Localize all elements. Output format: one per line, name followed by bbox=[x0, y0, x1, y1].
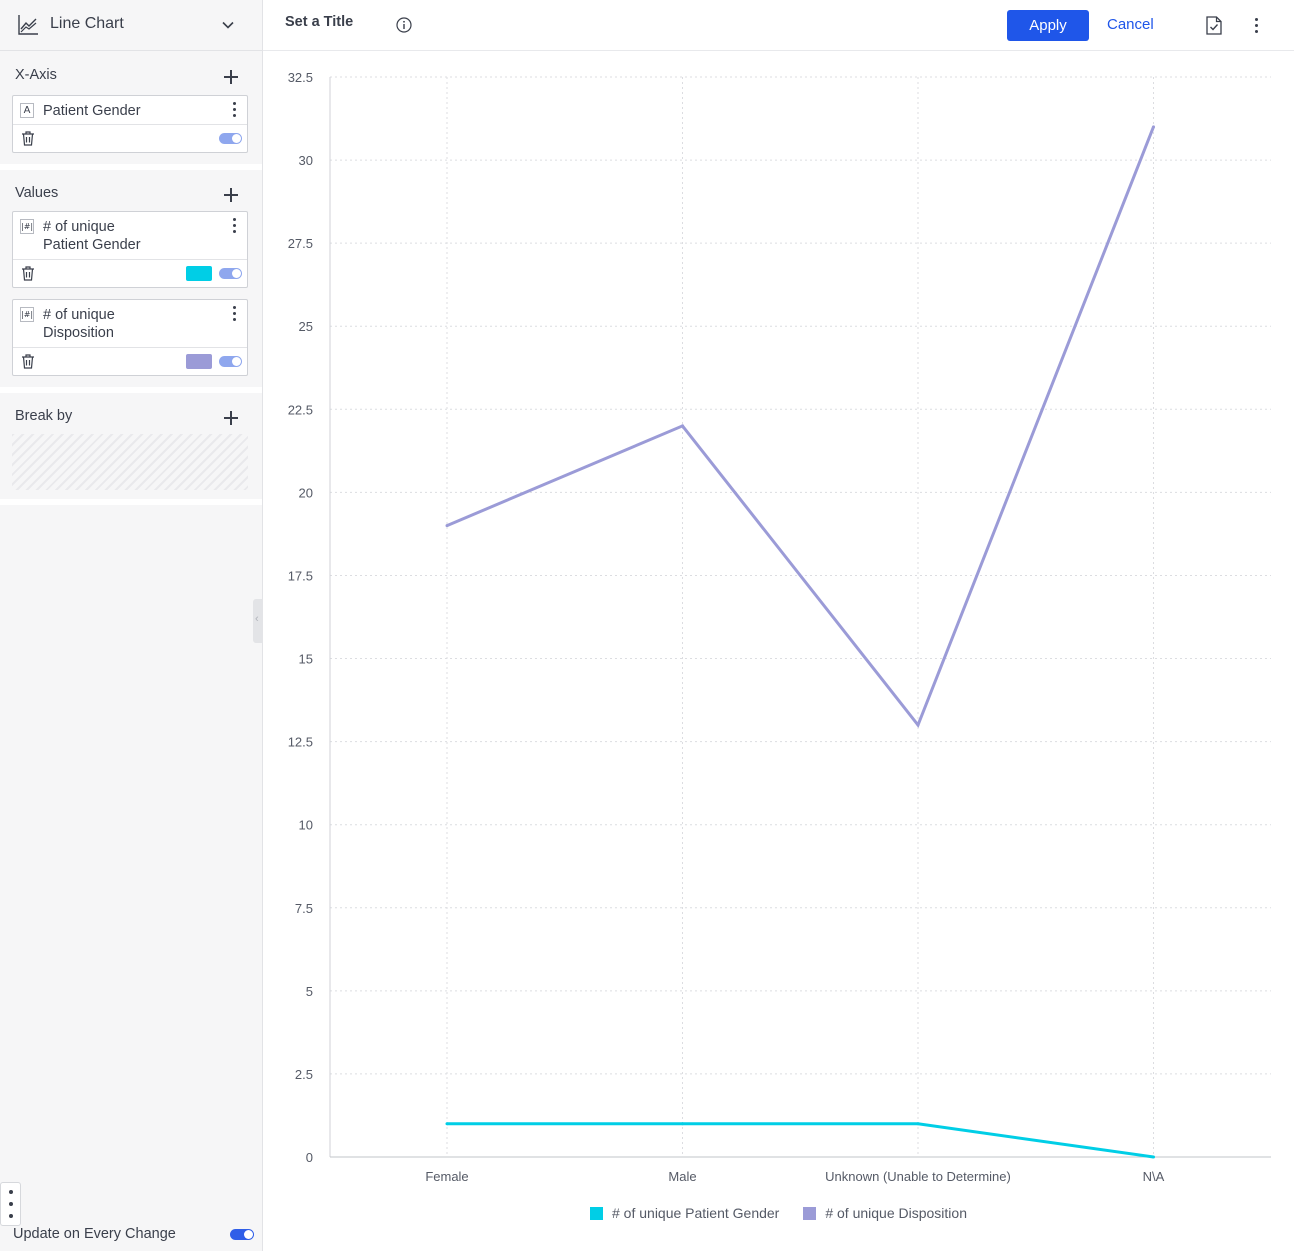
y-tick-label: 32.5 bbox=[288, 70, 313, 85]
value-field-card[interactable]: |#| # of unique Patient Gender bbox=[12, 211, 248, 288]
values-section: Values |#| # of unique Patient Gender |#… bbox=[0, 170, 262, 387]
trash-icon[interactable] bbox=[21, 131, 35, 146]
y-tick-label: 0 bbox=[306, 1150, 313, 1165]
y-tick-label: 15 bbox=[299, 652, 313, 667]
trash-icon[interactable] bbox=[21, 266, 35, 281]
y-tick-label: 7.5 bbox=[295, 901, 313, 916]
text-type-icon: A bbox=[20, 103, 34, 118]
field-name-line1: # of unique bbox=[43, 219, 115, 235]
field-visibility-toggle[interactable] bbox=[219, 268, 242, 279]
chart-area: 0 2.5 5 7.5 10 12.5 15 17.5 20 22.5 25 27.5 30 32.5 Fe… bbox=[263, 52, 1294, 1251]
breakby-section-title: Break by bbox=[15, 408, 73, 424]
data-point bbox=[681, 1122, 684, 1126]
title-input[interactable]: Set a Title bbox=[285, 14, 354, 30]
data-point bbox=[445, 524, 449, 528]
series-color-swatch[interactable] bbox=[186, 266, 212, 281]
add-value-field-button[interactable] bbox=[223, 187, 239, 203]
save-file-icon[interactable] bbox=[1206, 16, 1222, 35]
xaxis-section: X-Axis A Patient Gender bbox=[0, 52, 262, 164]
y-tick-label: 5 bbox=[306, 984, 313, 999]
chevron-down-icon bbox=[222, 21, 234, 29]
update-on-change-toggle[interactable] bbox=[230, 1229, 254, 1240]
data-point bbox=[1152, 125, 1155, 129]
y-tick-label: 17.5 bbox=[288, 568, 313, 583]
y-tick-label: 20 bbox=[299, 485, 313, 500]
legend-label: # of unique Disposition bbox=[825, 1205, 967, 1221]
field-name: Patient Gender bbox=[43, 103, 141, 119]
field-visibility-toggle[interactable] bbox=[219, 356, 242, 367]
data-point bbox=[916, 1122, 920, 1126]
data-point bbox=[445, 1122, 449, 1126]
data-point bbox=[916, 723, 920, 727]
sidebar: Line Chart X-Axis A Patient Gender Value… bbox=[0, 0, 263, 1251]
xaxis-field-card[interactable]: A Patient Gender bbox=[12, 95, 248, 153]
section-divider bbox=[0, 164, 262, 170]
widget-header: Set a Title Apply Cancel bbox=[263, 0, 1294, 51]
y-tick-label: 22.5 bbox=[288, 402, 313, 417]
breakby-drop-zone[interactable] bbox=[12, 434, 248, 490]
numeric-type-icon: |#| bbox=[20, 307, 34, 322]
field-menu-icon[interactable] bbox=[232, 217, 236, 233]
section-divider bbox=[0, 499, 262, 505]
line-chart-icon bbox=[18, 15, 38, 35]
sidebar-options-button[interactable] bbox=[0, 1182, 21, 1226]
line-chart: 0 2.5 5 7.5 10 12.5 15 17.5 20 22.5 25 27.5 30 32.5 Fe… bbox=[288, 70, 1271, 1184]
y-tick-label: 27.5 bbox=[288, 236, 313, 251]
field-name-line2: Disposition bbox=[43, 325, 114, 341]
apply-button[interactable]: Apply bbox=[1007, 10, 1089, 41]
collapse-sidebar-handle[interactable]: ‹ bbox=[253, 599, 263, 643]
info-icon[interactable] bbox=[396, 17, 412, 33]
x-tick-label: Unknown (Unable to Determine) bbox=[825, 1169, 1011, 1184]
field-menu-icon[interactable] bbox=[232, 305, 236, 321]
section-divider bbox=[0, 387, 262, 393]
y-tick-label: 10 bbox=[299, 818, 313, 833]
x-tick-label: N\A bbox=[1143, 1169, 1165, 1184]
add-breakby-field-button[interactable] bbox=[223, 410, 239, 426]
cancel-button[interactable]: Cancel bbox=[1107, 16, 1154, 33]
chevron-left-icon: ‹ bbox=[255, 613, 259, 625]
y-tick-label: 12.5 bbox=[288, 735, 313, 750]
field-name-line1: # of unique bbox=[43, 307, 115, 323]
data-point bbox=[1152, 1155, 1155, 1159]
trash-icon[interactable] bbox=[21, 354, 35, 369]
y-tick-label: 30 bbox=[299, 153, 313, 168]
field-menu-icon[interactable] bbox=[232, 101, 236, 117]
legend-item[interactable]: # of unique Patient Gender bbox=[590, 1205, 779, 1221]
numeric-type-icon: |#| bbox=[20, 219, 34, 234]
y-tick-label: 2.5 bbox=[295, 1067, 313, 1082]
values-section-title: Values bbox=[15, 185, 59, 201]
data-point bbox=[681, 424, 684, 428]
update-on-change-label: Update on Every Change bbox=[13, 1226, 176, 1242]
series-line-2 bbox=[446, 126, 1155, 728]
xaxis-section-title: X-Axis bbox=[15, 67, 57, 83]
series-color-swatch[interactable] bbox=[186, 354, 212, 369]
y-tick-label: 25 bbox=[299, 319, 313, 334]
chart-type-dropdown[interactable]: Line Chart bbox=[0, 0, 262, 51]
x-tick-label: Male bbox=[668, 1169, 696, 1184]
value-field-card[interactable]: |#| # of unique Disposition bbox=[12, 299, 248, 376]
legend-swatch bbox=[590, 1206, 603, 1220]
legend-item[interactable]: # of unique Disposition bbox=[803, 1205, 967, 1221]
chart-type-label: Line Chart bbox=[50, 15, 124, 32]
legend-swatch bbox=[803, 1206, 817, 1220]
x-tick-label: Female bbox=[425, 1169, 468, 1184]
add-xaxis-field-button[interactable] bbox=[223, 69, 239, 85]
field-name-line2: Patient Gender bbox=[43, 237, 141, 253]
series-line-1 bbox=[447, 1122, 1154, 1159]
legend-label: # of unique Patient Gender bbox=[612, 1205, 780, 1221]
field-visibility-toggle[interactable] bbox=[219, 133, 242, 144]
more-options-icon[interactable] bbox=[1255, 18, 1259, 34]
chart-legend: # of unique Patient Gender # of unique Di… bbox=[263, 1205, 1294, 1221]
